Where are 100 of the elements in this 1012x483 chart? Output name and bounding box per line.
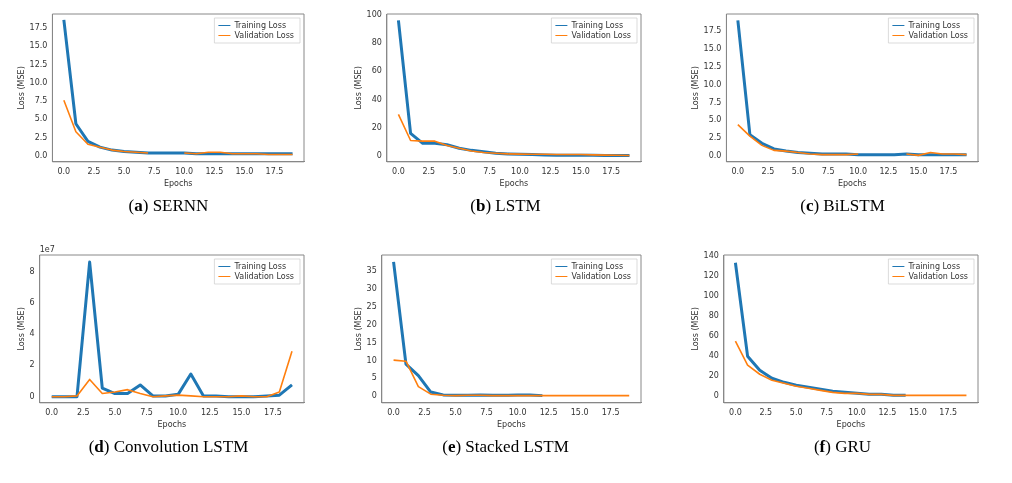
legend-label: Training Loss (233, 20, 287, 30)
y-tick-label: 100 (366, 9, 382, 19)
legend-label: Training Loss (907, 20, 961, 30)
y-tick-label: 12.5 (29, 59, 48, 69)
y-tick-label: 4 (29, 329, 35, 339)
x-tick-label: 12.5 (205, 166, 224, 176)
y-tick-label: 80 (708, 311, 719, 321)
text: (e) Stacked LSTM (441, 437, 570, 457)
legend-label: Validation Loss (571, 271, 631, 281)
x-tick-label: 2.5 (759, 407, 773, 417)
y-tick-label: 80 (371, 38, 382, 48)
text: (a) SERNN (127, 196, 210, 216)
y-tick-label: 15.0 (29, 41, 48, 51)
y-tick-label: 40 (371, 94, 382, 104)
x-tick-label: 12.5 (878, 407, 897, 417)
y-tick-label: 2 (29, 360, 35, 370)
x-tick-label: 7.5 (820, 407, 833, 417)
legend-label: Training Loss (907, 261, 961, 271)
text: (b) LSTM (469, 196, 542, 216)
y-tick-label: 2.5 (708, 133, 722, 143)
text: (f) GRU (812, 437, 873, 457)
x-tick-label: 7.5 (821, 166, 835, 176)
legend-label: Training Loss (233, 261, 287, 271)
x-tick-label: 15.0 (570, 407, 589, 417)
x-axis-title: Epochs (836, 420, 866, 430)
x-tick-label: 10.0 (169, 407, 188, 417)
y-tick-label: 0 (371, 391, 377, 401)
y-axis-title: Loss (MSE) (16, 66, 26, 110)
y-tick-label: 120 (703, 270, 719, 280)
y-tick-label: 7.5 (34, 96, 48, 106)
x-axis-title: Epochs (499, 179, 529, 189)
x-tick-label: 17.5 (265, 166, 284, 176)
x-tick-label: 17.5 (939, 407, 958, 417)
text: 1e7 (39, 245, 55, 254)
legend-label: Validation Loss (571, 30, 631, 40)
y-tick-label: 0 (29, 391, 35, 401)
y-tick-label: 5.0 (34, 114, 48, 124)
y-tick-label: 0 (376, 151, 382, 161)
x-tick-label: 2.5 (76, 407, 90, 417)
x-tick-label: 17.5 (939, 166, 958, 176)
y-tick-label: 5.0 (708, 115, 722, 125)
y-tick-label: 30 (366, 283, 377, 293)
x-tick-label: 17.5 (602, 166, 621, 176)
y-tick-label: 0.0 (708, 151, 722, 161)
x-tick-label: 12.5 (541, 166, 560, 176)
x-tick-label: 15.0 (909, 166, 928, 176)
x-tick-label: 0.0 (392, 166, 405, 176)
x-tick-label: 17.5 (264, 407, 282, 417)
x-tick-label: 2.5 (761, 166, 775, 176)
x-tick-label: 10.0 (848, 407, 866, 417)
x-tick-label: 5.0 (791, 166, 805, 176)
y-tick-label: 10.0 (703, 79, 722, 89)
legend-label: Training Loss (570, 261, 624, 271)
x-tick-label: 2.5 (87, 166, 101, 176)
y-tick-label: 20 (366, 319, 377, 329)
y-tick-label: 12.5 (703, 61, 722, 71)
x-tick-label: 15.0 (232, 407, 251, 417)
y-axis-title: Loss (MSE) (353, 66, 363, 110)
x-axis-title: Epochs (837, 179, 867, 189)
y-tick-label: 5 (371, 373, 377, 383)
y-axis-title: Loss (MSE) (690, 307, 700, 351)
y-tick-label: 17.5 (703, 26, 722, 36)
x-tick-label: 5.0 (449, 407, 462, 417)
y-tick-label: 15 (366, 337, 377, 347)
y-tick-label: 25 (366, 301, 377, 311)
x-tick-label: 0.0 (57, 166, 71, 176)
x-tick-label: 7.5 (147, 166, 161, 176)
x-tick-label: 2.5 (418, 407, 431, 417)
legend-label: Validation Loss (234, 271, 294, 281)
text: (c) BiLSTM (799, 196, 886, 216)
x-tick-label: 12.5 (879, 166, 898, 176)
legend-label: Validation Loss (908, 30, 968, 40)
x-axis-title: Epochs (163, 179, 193, 189)
x-tick-label: 2.5 (422, 166, 436, 176)
y-tick-label: 140 (703, 250, 719, 260)
y-axis-title: Loss (MSE) (690, 66, 700, 110)
legend-label: Validation Loss (234, 30, 294, 40)
x-tick-label: 0.0 (45, 407, 59, 417)
y-tick-label: 10 (366, 355, 377, 365)
y-tick-label: 20 (708, 371, 719, 381)
x-tick-label: 10.0 (511, 166, 529, 176)
x-tick-label: 10.0 (175, 166, 194, 176)
x-tick-label: 5.0 (108, 407, 122, 417)
x-tick-label: 5.0 (452, 166, 466, 176)
x-tick-label: 5.0 (117, 166, 131, 176)
y-tick-label: 2.5 (34, 132, 48, 142)
x-tick-label: 12.5 (200, 407, 219, 417)
x-tick-label: 15.0 (571, 166, 590, 176)
y-tick-label: 60 (371, 66, 382, 76)
y-tick-label: 40 (708, 351, 719, 361)
y-tick-label: 60 (708, 331, 719, 341)
y-tick-label: 17.5 (29, 22, 48, 32)
legend-label: Validation Loss (908, 271, 968, 281)
x-tick-label: 0.0 (387, 407, 400, 417)
x-tick-label: 7.5 (483, 166, 496, 176)
y-tick-label: 8 (29, 266, 35, 276)
y-axis-title: Loss (MSE) (353, 307, 363, 351)
x-tick-label: 15.0 (235, 166, 254, 176)
y-tick-label: 7.5 (708, 97, 722, 107)
x-tick-label: 10.0 (849, 166, 868, 176)
